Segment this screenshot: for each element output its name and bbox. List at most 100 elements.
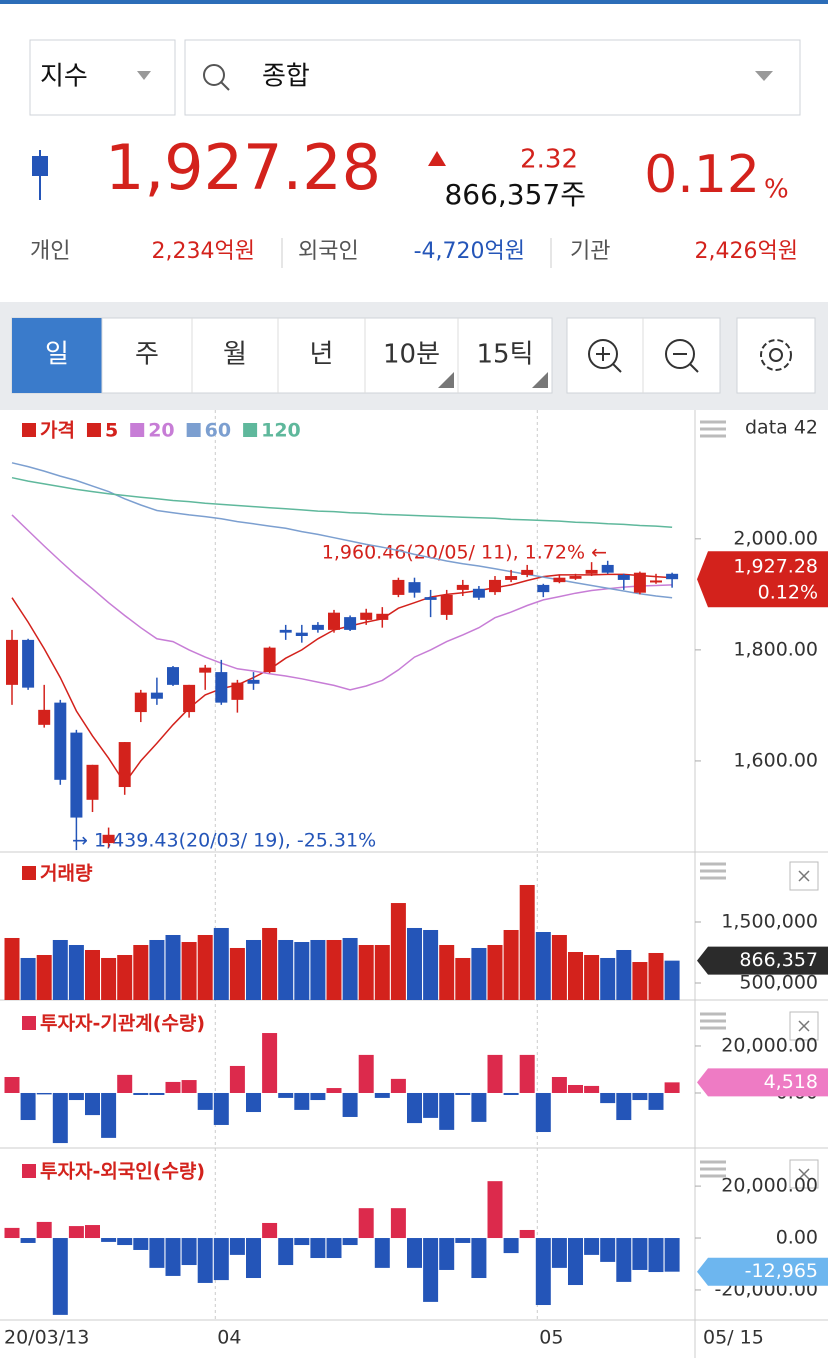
bar (407, 1238, 422, 1268)
search-box[interactable] (184, 39, 801, 116)
market-select[interactable] (29, 39, 176, 116)
close-icon (798, 1168, 810, 1180)
bar (423, 1238, 439, 1302)
current-value-box (697, 946, 828, 975)
candle-icon (32, 156, 48, 176)
bar (342, 937, 358, 1000)
bar (535, 1092, 551, 1133)
bar (133, 944, 149, 1000)
y-tick-label: 1,800.00 (733, 638, 818, 660)
bar (600, 957, 616, 1000)
bar (294, 1238, 310, 1246)
bar (4, 1076, 20, 1093)
candle-body (231, 682, 244, 700)
bar (262, 927, 278, 1000)
bar (648, 1092, 664, 1110)
bar (326, 1088, 342, 1093)
bar (229, 1238, 245, 1255)
bar (294, 1092, 310, 1110)
tab-label: 10분 (383, 340, 440, 370)
y-tick-label: 2,000.00 (733, 527, 818, 549)
change: 2.32 (520, 145, 578, 175)
bar (294, 942, 310, 1000)
legend-label: 20 (148, 420, 174, 442)
y-tick-label: 0.00 (776, 1227, 818, 1249)
high-annotation: 1,960.46(20/05/ 11), 1.72% ← (322, 542, 607, 564)
ma-line (11, 514, 673, 691)
bar (535, 1238, 551, 1306)
bar (358, 1054, 374, 1093)
bar (310, 1238, 326, 1259)
bar (503, 929, 519, 1000)
bar (262, 1222, 278, 1239)
candle-body (408, 582, 421, 593)
bar (52, 939, 68, 1000)
bar (85, 1092, 100, 1116)
candle-body (489, 579, 501, 593)
zoom-in[interactable] (588, 339, 618, 369)
bar (568, 952, 583, 1000)
zoom-in-icon (596, 347, 622, 373)
bar (181, 1080, 197, 1093)
candle-body (54, 702, 67, 780)
candle-body (279, 629, 292, 633)
bar (181, 942, 197, 1000)
candle-body (6, 639, 18, 685)
candle-body (392, 579, 405, 595)
candle-body (247, 679, 260, 684)
bar (439, 944, 455, 1000)
tab-label: 일 (45, 340, 69, 370)
corner-mark (532, 372, 548, 388)
bar (390, 1208, 406, 1239)
candle-body (553, 577, 566, 583)
bar (600, 1238, 616, 1262)
candle-body (585, 569, 598, 574)
candle-body (537, 584, 550, 593)
zoom-out[interactable] (665, 339, 695, 369)
bar (20, 957, 36, 1000)
bar (519, 1054, 535, 1093)
legend-swatch (22, 1164, 36, 1178)
dropdown-arrow (755, 71, 773, 81)
bar (551, 934, 567, 1000)
bar (229, 947, 245, 1000)
close-button[interactable] (789, 1011, 819, 1041)
candle-body (199, 667, 212, 673)
current-pct: 0.12% (758, 582, 818, 604)
candle-body (70, 732, 83, 818)
current-value-box (697, 551, 828, 608)
close-icon (798, 870, 810, 882)
candle-body (38, 709, 51, 725)
legend-swatch (22, 1016, 36, 1030)
bar (664, 1238, 680, 1272)
bar (455, 957, 471, 1000)
bar (229, 1065, 245, 1093)
legend-label: 60 (205, 420, 231, 442)
bar (149, 939, 165, 1000)
bar (310, 1092, 326, 1101)
x-tick-label: 05 (539, 1327, 563, 1349)
bar (68, 944, 84, 1000)
candle-body (440, 594, 453, 615)
candle-body (118, 742, 131, 788)
legend-swatch (243, 423, 258, 437)
candle-body (311, 624, 324, 630)
investor-amount: -4,720억원 (414, 239, 525, 264)
bar (439, 1238, 455, 1270)
bar (407, 927, 422, 1000)
bar (551, 1076, 567, 1093)
candle-body (360, 612, 373, 620)
tab-active[interactable] (12, 318, 102, 393)
investor-amount: 2,234억원 (152, 239, 255, 264)
settings[interactable] (736, 317, 816, 394)
y-tick-label: 20,000.00 (721, 1034, 818, 1056)
bar (165, 1238, 181, 1276)
candle-body (167, 667, 179, 685)
tab-label: 월 (223, 340, 247, 370)
bar (632, 1092, 648, 1101)
bar (36, 1221, 52, 1239)
gear-icon (760, 339, 792, 371)
current-value: 4,518 (764, 1071, 818, 1093)
corner-mark (438, 372, 454, 388)
